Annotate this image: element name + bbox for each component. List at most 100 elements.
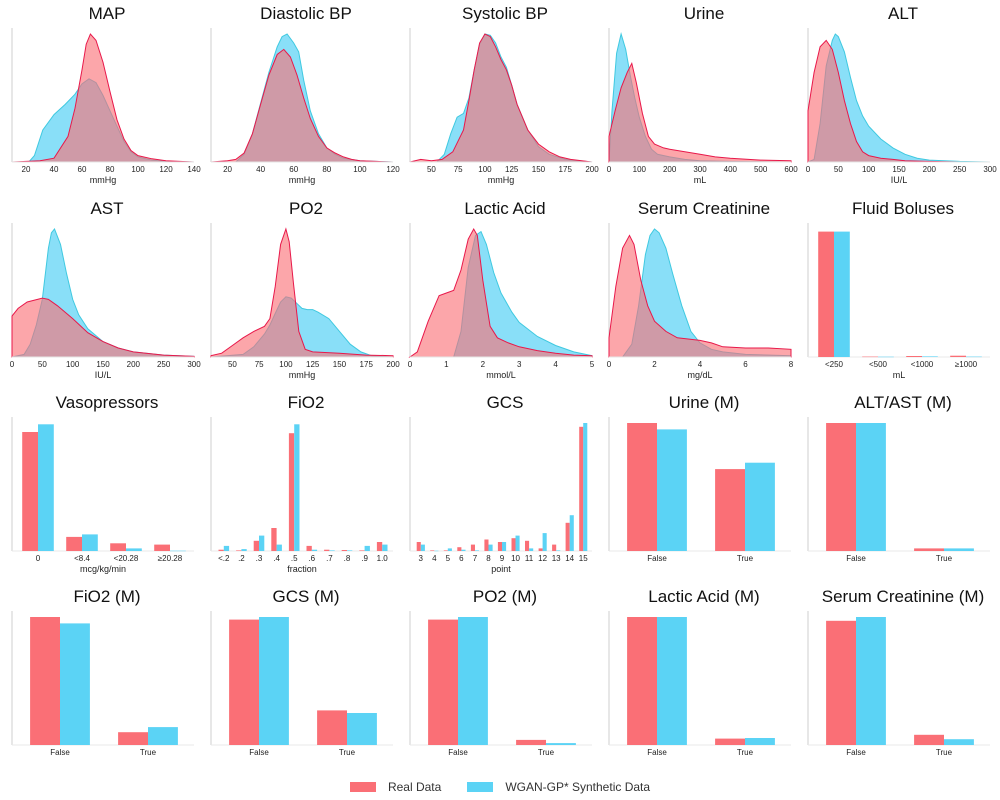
x-tick-label: 100 bbox=[478, 165, 492, 174]
bar-synthetic bbox=[583, 423, 588, 551]
x-tick-label: 120 bbox=[386, 165, 400, 174]
chart-svg: 20 40 60 80 100 120 mmHg bbox=[210, 28, 400, 185]
x-tick-label: <20.28 bbox=[114, 554, 139, 563]
bar-synthetic bbox=[856, 617, 886, 745]
x-tick-label: 600 bbox=[784, 165, 798, 174]
bar-real bbox=[579, 426, 584, 551]
bar-real bbox=[229, 619, 259, 745]
panel-fio2: FiO2 <.2 .2 .3 .4 .5 .6 .7 .8 .9 1.0 fraction bbox=[207, 393, 405, 583]
x-tick-label: 0 bbox=[607, 360, 612, 369]
panel-ast: AST 0 50 100 150 200 250 300 IU/L bbox=[8, 199, 206, 389]
chart-svg: 50 75 100 125 150 175 200 mmHg bbox=[409, 28, 599, 185]
chart-svg: False True bbox=[11, 611, 194, 757]
bar-real bbox=[457, 547, 462, 551]
bar-synthetic bbox=[542, 533, 547, 551]
panel-title: AST bbox=[90, 199, 124, 218]
panel-title: ALT bbox=[888, 4, 918, 23]
bar-real bbox=[66, 536, 82, 551]
chart-svg: False True bbox=[807, 611, 990, 757]
x-tick-label: 4 bbox=[432, 554, 437, 563]
panel-title: Systolic BP bbox=[462, 4, 548, 23]
panel-gcs: GCS 3 4 5 6 7 8 9 10 11 12 13 14 15 point bbox=[406, 393, 604, 583]
bar-synthetic bbox=[329, 550, 335, 551]
x-tick-label: <250 bbox=[825, 360, 844, 369]
bar-synthetic bbox=[488, 544, 493, 551]
bar-synthetic bbox=[834, 231, 850, 357]
bar-synthetic bbox=[657, 429, 687, 551]
x-tick-label: .7 bbox=[326, 554, 333, 563]
legend-item-synthetic: WGAN-GP* Synthetic Data bbox=[467, 780, 650, 794]
x-tick-label: 80 bbox=[106, 165, 115, 174]
panel-title: Fluid Boluses bbox=[851, 199, 955, 218]
x-tick-label: .2 bbox=[238, 554, 245, 563]
bar-real bbox=[525, 540, 530, 551]
x-tick-label: 140 bbox=[187, 165, 201, 174]
x-axis-label: mL bbox=[893, 370, 906, 380]
x-tick-label: 5 bbox=[590, 360, 595, 369]
chart-svg: <.2 .2 .3 .4 .5 .6 .7 .8 .9 1.0 fraction bbox=[210, 417, 393, 574]
x-tick-label: 0 bbox=[36, 554, 41, 563]
legend-item-real: Real Data bbox=[349, 780, 441, 794]
x-tick-label: <1000 bbox=[911, 360, 934, 369]
x-tick-label: 100 bbox=[131, 165, 145, 174]
x-tick-label: 200 bbox=[585, 165, 599, 174]
x-tick-label: 100 bbox=[279, 360, 293, 369]
panel-title: Vasopressors bbox=[55, 393, 159, 412]
bar-real bbox=[253, 540, 259, 551]
bar-real bbox=[416, 542, 421, 551]
x-tick-label: 1.0 bbox=[377, 554, 389, 563]
panel-po2-m: PO2 (M) False True bbox=[406, 587, 604, 777]
x-tick-label: 0 bbox=[10, 360, 15, 369]
bar-synthetic bbox=[294, 424, 300, 551]
panel-title: PO2 bbox=[288, 199, 324, 218]
x-tick-label: 8 bbox=[486, 554, 491, 563]
chart-svg: False True bbox=[409, 611, 592, 757]
bar-real bbox=[950, 355, 966, 357]
bar-synthetic bbox=[347, 713, 377, 745]
bar-real bbox=[565, 522, 570, 551]
bar-real bbox=[359, 550, 365, 551]
bar-synthetic bbox=[458, 617, 488, 745]
panel-po2: PO2 50 75 100 125 150 175 200 mmHg bbox=[207, 199, 405, 389]
bar-synthetic bbox=[569, 515, 574, 551]
x-tick-label: 250 bbox=[157, 360, 171, 369]
bar-synthetic bbox=[241, 549, 247, 551]
panel-title: Serum Creatinine (M) bbox=[821, 587, 985, 606]
x-tick-label: 175 bbox=[559, 165, 573, 174]
panel-urine-m: Urine (M) False True bbox=[605, 393, 803, 583]
bar-real bbox=[552, 544, 557, 551]
x-tick-label: <8.4 bbox=[74, 554, 90, 563]
x-tick-label: False bbox=[647, 748, 667, 757]
x-axis-label: mcg/kg/min bbox=[80, 564, 126, 574]
x-tick-label: True bbox=[140, 748, 157, 757]
bar-real bbox=[428, 619, 458, 745]
x-axis-label: mg/dL bbox=[687, 370, 712, 380]
chart-svg: 0 1 2 3 4 5 mmol/L bbox=[408, 223, 595, 380]
x-tick-label: 125 bbox=[306, 360, 320, 369]
x-axis-label: IU/L bbox=[891, 175, 908, 185]
x-tick-label: True bbox=[936, 554, 953, 563]
x-tick-label: 100 bbox=[353, 165, 367, 174]
bar-real bbox=[627, 617, 657, 745]
bar-synthetic bbox=[364, 545, 370, 551]
bar-real bbox=[443, 550, 448, 551]
x-tick-label: ≥1000 bbox=[955, 360, 978, 369]
bar-synthetic bbox=[311, 549, 318, 551]
x-tick-label: 150 bbox=[333, 360, 347, 369]
density-area-real bbox=[608, 234, 792, 358]
bar-real bbox=[376, 542, 383, 551]
legend-swatch-real bbox=[349, 782, 376, 792]
x-tick-label: 500 bbox=[754, 165, 768, 174]
bar-synthetic bbox=[657, 617, 687, 745]
density-area-real bbox=[807, 39, 990, 163]
bar-real bbox=[324, 549, 330, 551]
panel-map: MAP 20 40 60 80 100 120 140 mmHg bbox=[8, 4, 206, 194]
bar-real bbox=[317, 710, 347, 745]
x-axis-label: mL bbox=[694, 175, 707, 185]
chart-svg: 0 50 100 150 200 250 300 IU/L bbox=[806, 28, 997, 185]
bar-real bbox=[30, 617, 60, 745]
x-tick-label: 3 bbox=[419, 554, 424, 563]
chart-svg: 50 75 100 125 150 175 200 mmHg bbox=[210, 223, 400, 380]
x-axis-label: mmHg bbox=[488, 175, 515, 185]
x-tick-label: False bbox=[846, 554, 866, 563]
